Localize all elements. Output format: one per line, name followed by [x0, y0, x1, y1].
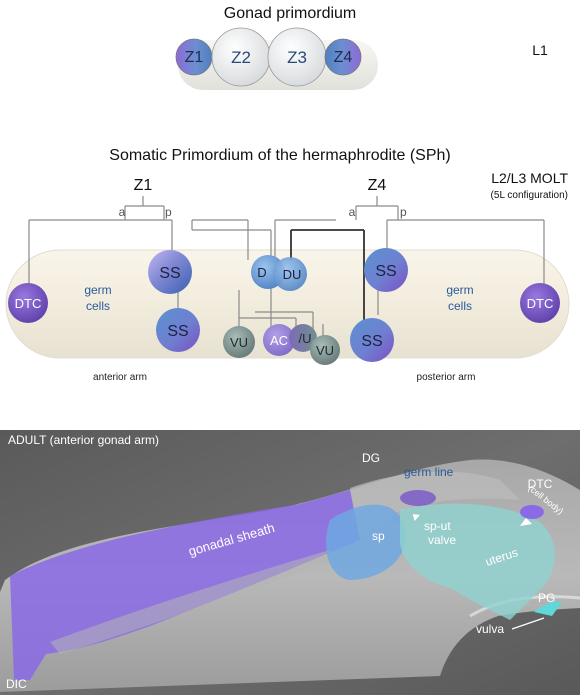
d-label: D — [257, 265, 266, 280]
germ-cells-label-right-1: germ — [446, 283, 473, 297]
sp-ut-label: sp-ut — [424, 519, 451, 533]
z3-label: Z3 — [287, 48, 307, 67]
vu-label-partial: /U — [299, 331, 312, 346]
somatic-primordium-panel: Somatic Primordium of the hermaphrodite … — [0, 140, 580, 400]
du-lineage-highlight — [290, 229, 365, 320]
sph-title: Somatic Primordium of the hermaphrodite … — [109, 147, 450, 164]
adult-panel-title: ADULT (anterior gonad arm) — [8, 433, 159, 447]
ss-cell-posterior-bottom — [350, 318, 394, 362]
anterior-arm-label: anterior arm — [93, 372, 147, 383]
five-l-configuration-label: (5L configuration) — [491, 190, 568, 201]
l2-l3-molt-label: L2/L3 MOLT — [491, 170, 568, 186]
vulva-region — [534, 601, 562, 616]
posterior-dtc-label: DTC — [527, 296, 554, 311]
dic-label: DIC — [6, 677, 27, 691]
dtc-arrow-icon — [520, 518, 532, 526]
z1-branch-p: p — [165, 205, 172, 219]
vu-label-right: VU — [316, 343, 334, 358]
posterior-arm-label: posterior arm — [417, 372, 476, 383]
germ-cells-label-right-2: cells — [448, 299, 472, 313]
vulva-pointer-line — [511, 617, 545, 630]
anterior-dtc-cell — [8, 283, 48, 323]
ss-cell-posterior-top — [364, 248, 408, 292]
z4-cell — [324, 38, 362, 76]
z4-label: Z4 — [334, 49, 353, 66]
du-label: DU — [283, 267, 302, 282]
vu-cell-right — [310, 335, 340, 365]
ss-label-posterior-bottom: SS — [361, 333, 382, 350]
valve-label: valve — [428, 533, 456, 547]
adult-gonad-micrograph: ADULT (anterior gonad arm) DG germ line … — [0, 430, 580, 695]
ac-label: AC — [270, 333, 288, 348]
gonad-primordium-panel: Gonad primordium L1 Z1 Z2 Z3 Z4 — [0, 0, 580, 120]
ss-label-anterior-bottom: SS — [167, 323, 188, 340]
spermatheca-region — [326, 504, 406, 580]
germ-cells-label-left-1: germ — [84, 283, 111, 297]
dtc-cell-body — [520, 505, 544, 519]
sp-ut-valve-region — [400, 490, 436, 506]
uterus-region — [400, 503, 555, 620]
primordium-body — [5, 249, 570, 359]
vu-label-left: VU — [230, 335, 248, 350]
z4-branch-p: p — [400, 205, 407, 219]
germ-line-region — [350, 471, 520, 540]
ss-label-anterior-top: SS — [159, 265, 180, 282]
posterior-dtc-cell — [520, 283, 560, 323]
sp-ut-arrow-icon — [412, 514, 420, 521]
du-cell — [273, 257, 307, 291]
ss-label-posterior-top: SS — [375, 263, 396, 280]
vulva-label: vulva — [476, 622, 504, 636]
ss-cell-anterior-top — [148, 250, 192, 294]
germ-line-label: germ line — [404, 465, 454, 479]
z4-lineage-label: Z4 — [368, 177, 387, 194]
vu-cell-partial — [289, 324, 317, 352]
gonad-primordium-title: Gonad primordium — [224, 5, 357, 22]
anterior-dtc-label: DTC — [15, 296, 42, 311]
dg-label: DG — [362, 451, 380, 465]
z2-label: Z2 — [231, 48, 251, 67]
z1-label: Z1 — [185, 49, 204, 66]
l1-stage-label: L1 — [532, 42, 548, 58]
ac-cell — [263, 324, 295, 356]
z1-lineage-label: Z1 — [134, 177, 153, 194]
vu-cell-left — [223, 326, 255, 358]
ss-cell-anterior-bottom — [156, 308, 200, 352]
pg-label: PG — [538, 591, 555, 605]
z1-branch-a: a — [119, 205, 126, 219]
gonad-lumen — [50, 550, 338, 654]
sp-label: sp — [372, 529, 385, 543]
somatic-primordium-figure: Somatic Primordium of the hermaphrodite … — [5, 147, 570, 383]
dtc-adult-label: DTC — [528, 477, 553, 491]
adult-dic-panel: ADULT (anterior gonad arm) DG germ line … — [0, 430, 580, 695]
germ-cells-label-left-2: cells — [86, 299, 110, 313]
gonad-primordium-figure: Gonad primordium L1 Z1 Z2 Z3 Z4 — [175, 5, 548, 90]
z4-branch-a: a — [349, 205, 356, 219]
